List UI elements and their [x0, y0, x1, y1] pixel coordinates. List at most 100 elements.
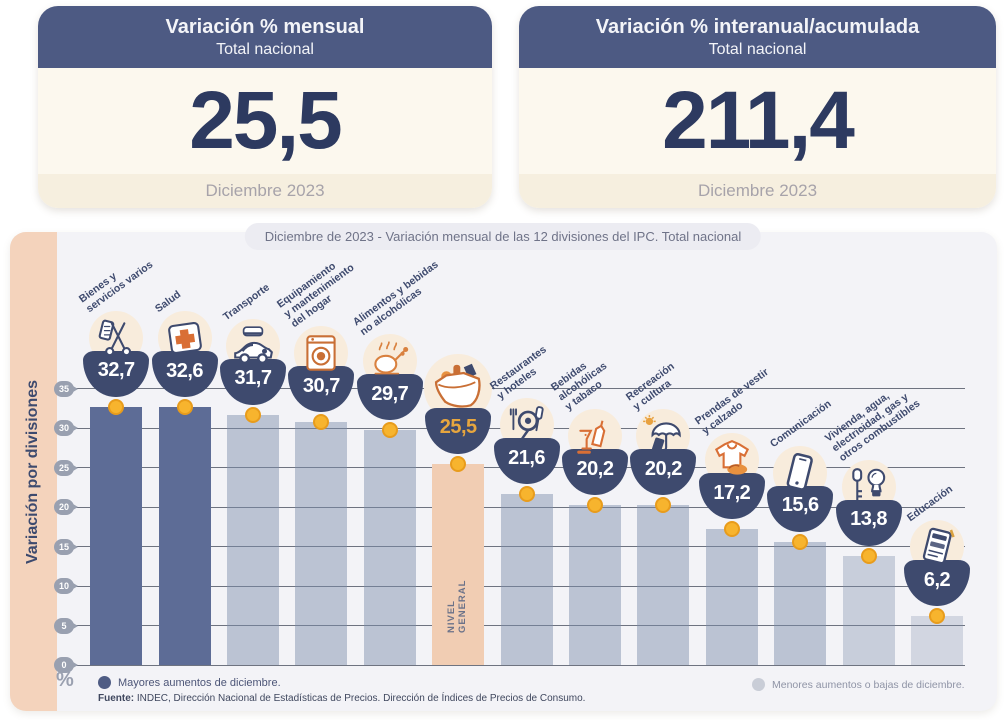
bar-top-dot [587, 497, 603, 514]
category-label: Bebidas alcohólicas y tabaco [548, 360, 610, 414]
bar-bebidas-alcoh-licas-y-tabaco [569, 505, 621, 665]
chart-title: Diciembre de 2023 - Variación mensual de… [244, 223, 762, 250]
category-label: Vivienda, agua, electricidad, gas y otros … [822, 390, 922, 464]
grid-line [72, 585, 965, 587]
category-label: Restaurantes y hoteles [487, 343, 549, 403]
monthly-variation-value: 25,5 [38, 68, 492, 174]
interannual-card-title: Variación % interanual/acumulada [595, 15, 920, 38]
category-label: Comunicación [768, 397, 834, 450]
y-axis-tick: 10 [54, 578, 78, 594]
bar-top-dot [108, 398, 125, 415]
bar-recreaci-n-y-cultura [637, 505, 690, 665]
source-prefix: Fuente: [98, 693, 135, 704]
monthly-card-subtitle: Total nacional [216, 40, 314, 58]
plot-area: 32,7 Bienes y servicios varios 32,6 Salud 31,… [10, 232, 997, 711]
bar-restaurantes-y-hoteles [500, 494, 553, 665]
bar-salud [158, 407, 211, 665]
roast-chicken-icon [363, 334, 417, 388]
y-axis-tick: 15 [54, 538, 78, 555]
bar-top-dot [245, 406, 261, 423]
monthly-card-header: Variación % mensual Total nacional [38, 6, 492, 68]
interannual-card-header: Variación % interanual/acumulada Total n… [519, 6, 996, 68]
bar-top-dot [518, 486, 535, 503]
bar-equipamiento-y-mantenimiento-del-hogar [295, 422, 348, 665]
category-label: Educación [904, 483, 955, 525]
key-lightbulb-icon [842, 460, 896, 514]
chart-panel: Variación por divisiones 32,7 Bienes y ser… [10, 232, 997, 711]
grid-line [72, 546, 965, 547]
grocery-bag-icon [424, 354, 492, 422]
y-axis-tick: 0 [54, 657, 78, 673]
y-axis-tick: 25 [54, 459, 78, 476]
legend-minor-increases: Menores aumentos o bajas de diciembre. [752, 678, 965, 691]
bar-value: 20,2 [576, 457, 614, 480]
bar-value: 21,6 [508, 446, 546, 469]
interannual-variation-value: 211,4 [519, 68, 996, 174]
interannual-card-subtitle: Total nacional [708, 40, 807, 58]
bar-value: 29,7 [371, 382, 409, 405]
bar-value: 31,7 [234, 367, 272, 390]
legend-major-increases: Mayores aumentos de diciembre. [98, 676, 281, 689]
grid-line [72, 625, 965, 626]
bar-value: 32,6 [166, 359, 204, 382]
interannual-card-period: Diciembre 2023 [519, 174, 996, 208]
source-text: INDEC, Dirección Nacional de Estadística… [134, 693, 586, 704]
legend-major-label: Mayores aumentos de diciembre. [118, 676, 281, 689]
y-axis-tick: 20 [54, 499, 78, 515]
monthly-card-period: Diciembre 2023 [38, 174, 492, 208]
category-label: Alimentos y bebidas no alcohólicas [350, 258, 441, 339]
bar-top-dot [929, 608, 945, 625]
tshirt-shoe-icon [705, 433, 759, 487]
bar-nivel-general [432, 463, 485, 665]
bar-value: 15,6 [781, 494, 819, 517]
bar-top-dot [655, 497, 672, 514]
pan-utensils-icon [500, 398, 554, 452]
y-axis-tick: 35 [54, 380, 78, 397]
bar-alimentos-y-bebidas-no-alcoh-licas [363, 430, 416, 665]
interannual-variation-card: Variación % interanual/acumulada Total n… [519, 6, 996, 208]
umbrella-sun-icon [636, 409, 690, 463]
bar-vivienda-agua-electricidad-gas-y-otros-combustibles [842, 555, 895, 665]
grid-line [72, 664, 965, 666]
bar-inner-label: NIVEL GENERAL [446, 579, 469, 633]
legend-dark-swatch [98, 676, 111, 689]
bar-value: 25,5 [439, 416, 477, 439]
bar-value: 20,2 [644, 457, 682, 480]
bar-top-dot [313, 414, 330, 431]
source-line: Fuente: INDEC, Dirección Nacional de Est… [98, 693, 585, 704]
bottle-glass-icon [568, 409, 622, 463]
bar-top-dot [450, 455, 467, 472]
bar-prendas-de-vestir-y-calzado [705, 529, 758, 665]
category-label: Prendas de vestir y calzado [692, 366, 771, 438]
car-cap-icon [226, 319, 280, 373]
bar-educaci-n [911, 616, 963, 665]
monthly-variation-card: Variación % mensual Total nacional 25,5 … [38, 6, 492, 208]
bar-value: 17,2 [713, 481, 751, 504]
legend-minor-label: Menores aumentos o bajas de diciembre. [772, 678, 965, 691]
smartphone-icon [773, 446, 827, 500]
chart-side-strip: Variación por divisiones [10, 232, 57, 711]
bar-transporte [227, 414, 279, 665]
comb-scissors-icon [89, 311, 143, 365]
bar-comunicaci-n [774, 541, 827, 665]
bar-top-dot [860, 547, 877, 564]
grid-line [72, 506, 965, 508]
y-axis-tick: 5 [54, 617, 78, 634]
category-label: Bienes y servicios varios [77, 258, 156, 315]
bar-value: 32,7 [97, 359, 135, 382]
category-label: Transporte [220, 280, 272, 323]
y-axis-tick: 30 [54, 420, 78, 436]
bar-top-dot [176, 399, 193, 416]
bar-value: 13,8 [850, 508, 888, 531]
bar-value: 30,7 [302, 374, 340, 397]
grid-line [72, 388, 965, 389]
first-aid-icon [158, 311, 212, 365]
legend-light-swatch [752, 678, 765, 691]
bar-value: 6,2 [923, 568, 951, 591]
notebook-icon [910, 520, 964, 574]
bar-top-dot [381, 422, 398, 439]
washing-machine-icon [294, 326, 348, 380]
monthly-card-title: Variación % mensual [165, 15, 365, 38]
y-axis-unit-label: % [56, 669, 74, 691]
